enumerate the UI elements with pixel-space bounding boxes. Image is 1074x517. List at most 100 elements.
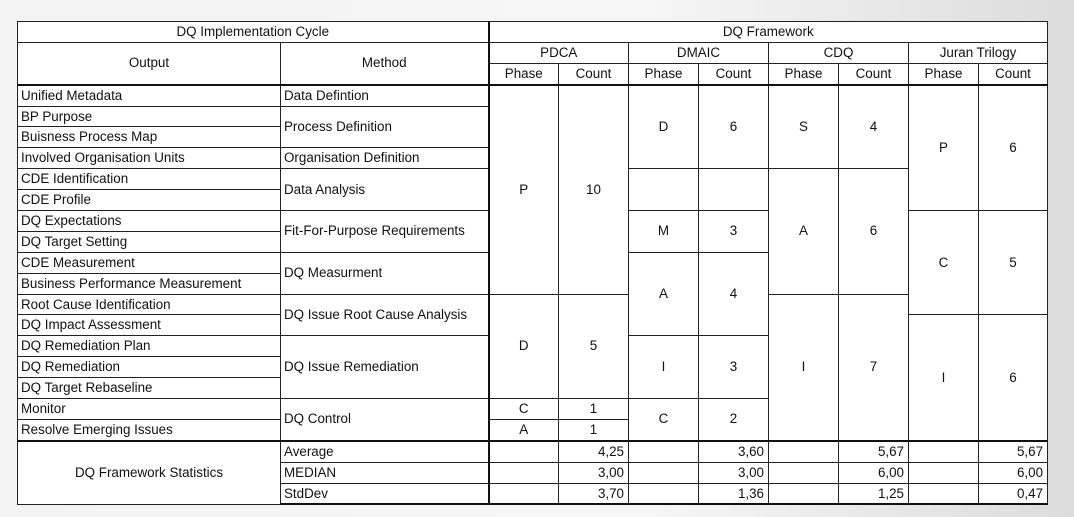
juran-count-cell: 6 bbox=[977, 314, 1049, 442]
dmaic-count-cell: 3 bbox=[698, 335, 769, 400]
output-cell: Business Performance Measurement bbox=[17, 272, 281, 295]
method-cell: Data Analysis bbox=[280, 168, 490, 212]
output-cell: DQ Remediation Plan bbox=[17, 335, 281, 358]
method-cell: DQ Issue Root Cause Analysis bbox=[280, 293, 490, 337]
stats-juran-value: 5,67 bbox=[977, 439, 1049, 463]
output-cell: Unified Metadata bbox=[17, 84, 281, 107]
table-row: Resolve Emerging Issues A 1 bbox=[17, 418, 1048, 442]
table-row: CDE Identification Data Analysis A 6 bbox=[17, 168, 1048, 295]
output-cell: CDE Identification bbox=[17, 168, 281, 191]
juran-phase-cell: I bbox=[908, 314, 979, 442]
dmaic-phase-cell: C bbox=[628, 398, 699, 442]
stats-dmaic-value: 3,00 bbox=[698, 461, 769, 484]
stats-empty bbox=[628, 461, 699, 484]
juran-count-cell: 6 bbox=[977, 84, 1049, 212]
dmaic-count-empty bbox=[698, 168, 769, 212]
method-cell: DQ Control bbox=[280, 398, 490, 442]
header-dmaic-phase: Phase bbox=[628, 62, 699, 86]
output-cell: DQ Impact Assessment bbox=[17, 314, 281, 337]
output-cell: CDE Profile bbox=[17, 189, 281, 212]
header-cdq: CDQ bbox=[768, 41, 909, 64]
output-cell: DQ Target Rebaseline bbox=[17, 377, 281, 400]
dmaic-count-cell: 4 bbox=[698, 251, 769, 337]
table-row: BP Purpose Process Definition bbox=[17, 105, 1048, 149]
method-cell: DQ Issue Remediation bbox=[280, 335, 490, 400]
header-row-1: DQ Implementation Cycle DQ Framework bbox=[17, 21, 1049, 43]
header-cdq-phase: Phase bbox=[768, 62, 839, 86]
pdca-phase-cell: P bbox=[488, 84, 559, 295]
dmaic-count-cell: 6 bbox=[698, 84, 769, 170]
header-juran-phase: Phase bbox=[908, 62, 979, 86]
stats-empty bbox=[488, 461, 559, 484]
output-cell: Root Cause Identification bbox=[17, 293, 281, 316]
stats-cdq-value: 5,67 bbox=[838, 439, 909, 463]
stats-empty bbox=[908, 461, 979, 484]
header-output: Output bbox=[17, 41, 281, 86]
stats-label: DQ Framework Statistics bbox=[17, 439, 281, 505]
header-row-3: Phase Count Phase Count Phase Count Phas… bbox=[18, 62, 1049, 86]
output-cell: CDE Measurement bbox=[17, 251, 281, 274]
stats-empty bbox=[768, 439, 839, 463]
table-row: DQ Remediation Plan DQ Issue Remediation… bbox=[17, 335, 1048, 400]
dmaic-phase-empty bbox=[628, 168, 699, 212]
juran-phase-cell: P bbox=[908, 84, 979, 212]
header-juran: Juran Trilogy bbox=[907, 41, 1049, 64]
cdq-phase-cell: S bbox=[768, 84, 839, 170]
table-row: CDE Profile bbox=[17, 189, 1048, 212]
stats-juran-value: 0,47 bbox=[977, 482, 1049, 506]
pdca-count-cell: 1 bbox=[558, 398, 629, 420]
table-row: DQ Impact Assessment I 6 bbox=[17, 314, 1049, 442]
stats-empty bbox=[908, 482, 979, 506]
output-cell: Resolve Emerging Issues bbox=[17, 418, 281, 442]
method-cell: Fit-For-Purpose Requirements bbox=[280, 210, 490, 253]
cdq-count-cell: 7 bbox=[838, 293, 909, 442]
table-row: DQ Target Rebaseline bbox=[17, 377, 1048, 400]
header-method: Method bbox=[280, 41, 490, 86]
output-cell: BP Purpose bbox=[17, 105, 281, 128]
pdca-phase-cell: D bbox=[488, 293, 559, 400]
table-row: Root Cause Identification DQ Issue Root … bbox=[17, 293, 1048, 442]
output-cell: Monitor bbox=[17, 398, 281, 420]
header-pdca: PDCA bbox=[488, 41, 629, 64]
table-row: DQ Expectations Fit-For-Purpose Requirem… bbox=[17, 210, 1049, 316]
header-dq-framework: DQ Framework bbox=[487, 21, 1049, 43]
dmaic-phase-cell: I bbox=[628, 335, 699, 400]
output-cell: DQ Target Setting bbox=[17, 230, 281, 253]
cdq-count-cell: 6 bbox=[838, 168, 909, 295]
dq-framework-table: DQ Implementation Cycle DQ Framework Out… bbox=[17, 21, 1049, 506]
juran-phase-cell: C bbox=[908, 210, 979, 316]
method-cell: DQ Measurment bbox=[280, 251, 490, 295]
table-row: Business Performance Measurement bbox=[17, 272, 1048, 295]
header-cdq-count: Count bbox=[838, 62, 909, 86]
stats-empty bbox=[628, 439, 699, 463]
pdca-count-cell: 10 bbox=[558, 84, 629, 295]
stats-name: MEDIAN bbox=[280, 461, 490, 484]
table-row: Involved Organisation Units Organisation… bbox=[17, 147, 1048, 170]
method-cell: Organisation Definition bbox=[280, 147, 490, 170]
table-row: CDE Measurement DQ Measurment A 4 bbox=[17, 251, 1048, 337]
stats-empty bbox=[488, 482, 559, 506]
stats-dmaic-value: 3,60 bbox=[698, 439, 769, 463]
stats-empty bbox=[768, 461, 839, 484]
stats-row: DQ Framework Statistics Average 4,25 3,6… bbox=[17, 439, 1049, 505]
header-pdca-count: Count bbox=[558, 62, 629, 86]
stats-dmaic-value: 1,36 bbox=[698, 482, 769, 506]
stats-name: Average bbox=[280, 439, 490, 463]
pdca-count-cell: 5 bbox=[558, 293, 629, 400]
pdca-phase-cell: A bbox=[488, 418, 559, 442]
header-dmaic-count: Count bbox=[698, 62, 769, 86]
cdq-count-cell: 4 bbox=[838, 84, 909, 170]
output-cell: Involved Organisation Units bbox=[17, 147, 281, 170]
output-cell: Buisness Process Map bbox=[17, 126, 281, 149]
output-cell: DQ Expectations bbox=[17, 210, 281, 232]
pdca-count-cell: 1 bbox=[558, 418, 629, 442]
stats-empty bbox=[628, 482, 699, 506]
method-cell: Data Defintion bbox=[280, 84, 490, 107]
dmaic-phase-cell: D bbox=[628, 84, 699, 170]
stats-pdca-value: 4,25 bbox=[558, 439, 629, 463]
table-row: Unified Metadata Data Defintion P 10 D 6… bbox=[17, 84, 1049, 295]
dq-comparison-table-wrapper: DQ Implementation Cycle DQ Framework Out… bbox=[17, 21, 1049, 506]
table-row: DQ Remediation bbox=[17, 356, 1048, 379]
stats-empty bbox=[908, 439, 979, 463]
stats-cdq-value: 1,25 bbox=[838, 482, 909, 506]
